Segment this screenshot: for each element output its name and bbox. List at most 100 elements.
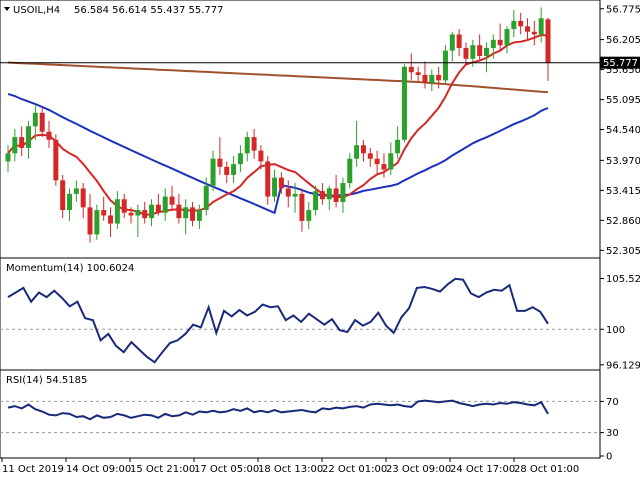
candle-body	[470, 45, 476, 59]
sma-slow-polyline	[7, 61, 549, 94]
candle-body	[258, 150, 264, 162]
candle-body	[251, 137, 257, 151]
candle-body	[333, 188, 339, 202]
candle-body	[272, 177, 278, 197]
sma-mid-polyline	[7, 92, 549, 215]
candle-body	[114, 199, 120, 224]
candle-body	[19, 137, 25, 148]
candle-body	[415, 72, 421, 75]
time-tick-label: 23 Oct 09:00	[386, 464, 451, 475]
candle-body	[360, 145, 366, 154]
time-tick-label: 18 Oct 13:00	[258, 464, 323, 475]
candle-body	[504, 29, 510, 46]
candle-body	[155, 204, 161, 213]
price-panel[interactable]: 56.775 56.205 55.650 55.095 54.540 53.970 53.4…	[0, 0, 640, 259]
candle-body	[149, 204, 155, 219]
candle-body	[436, 74, 442, 81]
candle-body	[340, 183, 346, 202]
candle-body	[408, 66, 414, 73]
candle-body	[94, 210, 100, 235]
candle-body	[46, 131, 52, 140]
candle-body	[511, 20, 517, 30]
candle-body	[101, 210, 107, 216]
oscillator-tick-label: 100	[606, 325, 625, 336]
candle-body	[285, 188, 291, 197]
candle-body	[60, 180, 66, 211]
price-tick-label: 52.860	[606, 216, 640, 227]
candle-body	[497, 39, 503, 46]
candle-body	[210, 158, 216, 186]
sma-mid-line	[7, 92, 549, 215]
candle-body	[524, 26, 530, 32]
candle-body	[531, 31, 537, 35]
candle-body	[319, 191, 325, 200]
oscillator-polyline	[7, 399, 549, 421]
candle-body	[518, 20, 524, 27]
candle-body	[278, 177, 284, 189]
candle-body	[217, 158, 223, 167]
candle-body	[12, 137, 18, 154]
candle-body	[121, 199, 127, 213]
rsi-panel[interactable]: 70 30 0 RSI(14) 54.5185	[0, 369, 619, 463]
candle-body	[73, 188, 79, 194]
candle-body	[224, 166, 230, 175]
candle-body	[39, 112, 45, 132]
candle-body	[292, 193, 298, 197]
candle-body	[449, 34, 455, 51]
current-price-tag-bg	[600, 56, 640, 69]
time-tick-label: 14 Oct 09:00	[66, 464, 131, 475]
candle-body	[237, 153, 243, 165]
candle-body	[306, 210, 312, 221]
candle-body	[87, 207, 93, 235]
time-tick-label: 15 Oct 21:00	[130, 464, 195, 475]
momentum-panel[interactable]: 105.5291 100 96.129 Momentum(14) 100.6024	[0, 257, 640, 371]
candle-body	[388, 153, 394, 170]
candle-body	[5, 153, 11, 162]
menu-triangle-icon[interactable]	[4, 7, 10, 11]
price-tick-label: 56.205	[606, 35, 640, 46]
candles	[5, 7, 551, 243]
time-tick-label: 22 Oct 01:00	[322, 464, 387, 475]
price-tick-label: 56.775	[606, 4, 640, 15]
candle-body	[422, 74, 428, 84]
candle-body	[135, 210, 141, 216]
candle-body	[477, 45, 483, 57]
oscillator-polyline	[7, 277, 549, 364]
rsi-title: RSI(14) 54.5185	[6, 375, 87, 386]
price-tick-label: 52.305	[606, 246, 640, 257]
candle-body	[183, 207, 189, 219]
candle-body	[313, 191, 319, 211]
ohlc-values: 56.584 56.614 55.437 55.777	[74, 5, 224, 16]
candle-body	[299, 193, 305, 221]
price-tick-label: 55.650	[606, 65, 640, 76]
momentum-title: Momentum(14) 100.6024	[6, 263, 134, 274]
candle-body	[456, 34, 462, 48]
candle-body	[545, 19, 551, 63]
candle-body	[231, 164, 237, 175]
price-tick-label: 53.970	[606, 156, 640, 167]
candle-body	[128, 212, 134, 216]
oscillator-tick-label: 96.129	[606, 360, 640, 371]
candle-body	[265, 161, 271, 197]
candle-body	[347, 158, 353, 184]
candle-body	[176, 204, 182, 219]
sma-slow-line	[7, 61, 549, 94]
oscillator-tick-label: 30	[606, 428, 619, 439]
symbol-label: USOIL,H4	[13, 5, 60, 16]
candle-body	[162, 196, 168, 213]
candle-body	[401, 66, 407, 140]
candle-body	[374, 158, 380, 165]
momentum-axis: 105.5291 100 96.129	[600, 274, 640, 371]
candle-body	[483, 47, 489, 57]
candle-body	[367, 153, 373, 159]
candle-body	[80, 188, 86, 208]
time-tick-label: 28 Oct 01:00	[514, 464, 579, 475]
sma-fast-line	[7, 33, 549, 216]
candle-body	[490, 39, 496, 48]
price-axis: 56.775 56.205 55.650 55.095 54.540 53.970 53.4…	[600, 4, 640, 257]
current-price-tag: 55.777	[603, 58, 638, 69]
candle-body	[463, 47, 469, 59]
sma-fast-polyline	[7, 33, 549, 216]
